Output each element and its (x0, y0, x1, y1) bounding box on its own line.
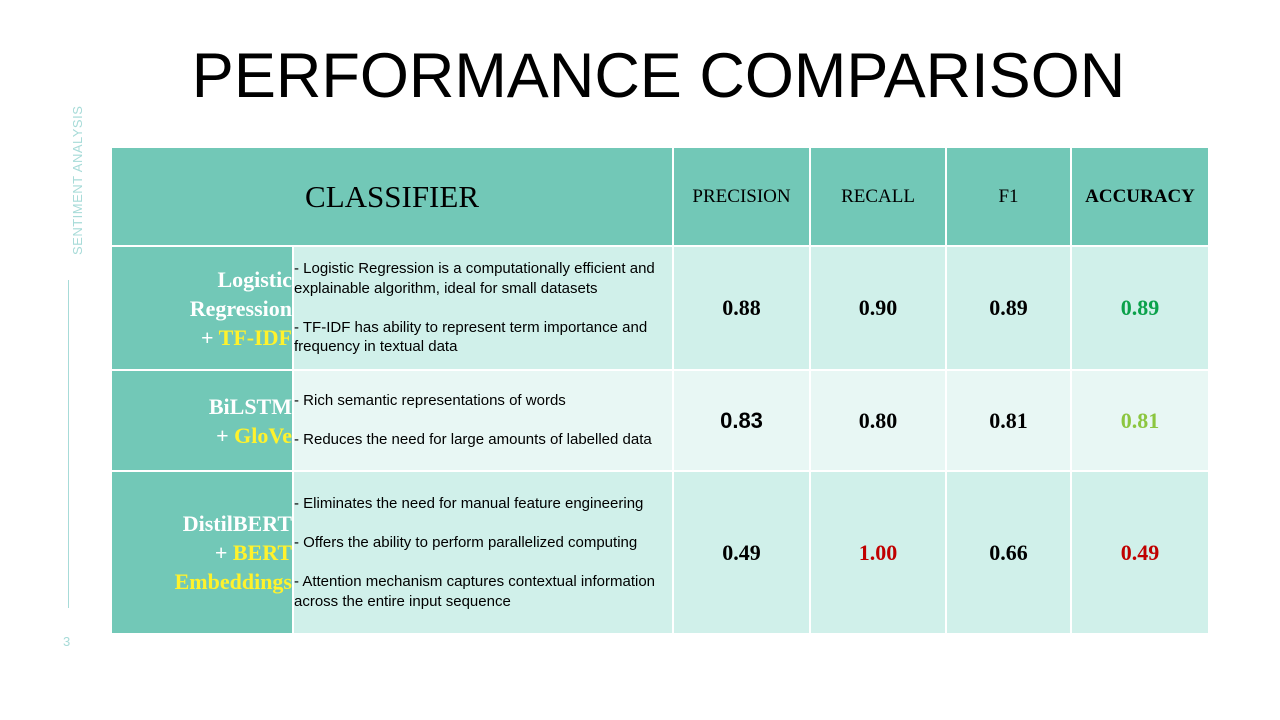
header-precision: PRECISION (672, 146, 812, 247)
description-point: - Logistic Regression is a computational… (294, 260, 655, 297)
classifier-name: BiLSTM + GloVe (110, 369, 294, 472)
page-number: 3 (63, 634, 71, 649)
embedding-name: TF-IDF (218, 324, 292, 350)
embedding-name: BERT (232, 540, 292, 565)
side-divider (68, 280, 69, 608)
embedding-name: GloVe (234, 422, 292, 448)
precision-value: 0.49 (672, 470, 812, 635)
precision-value: 0.83 (672, 369, 812, 472)
classifier-name-line: Logistic (217, 266, 292, 292)
classifier-plus: + (201, 324, 219, 350)
classifier-name-line: DistilBERT (182, 511, 292, 536)
classifier-description: - Rich semantic representations of words… (291, 369, 675, 472)
description-point: - Offers the ability to perform parallel… (294, 534, 638, 551)
classifier-name-line: BiLSTM (208, 393, 292, 419)
classifier-name-line: Regression (189, 295, 292, 321)
description-point: - TF-IDF has ability to represent term i… (294, 318, 648, 356)
side-label: SENTIMENT ANALYSIS (70, 105, 85, 255)
embedding-name: Embeddings (174, 569, 292, 594)
classifier-description: - Logistic Regression is a computational… (291, 245, 675, 371)
classifier-plus: + (214, 540, 233, 565)
recall-value: 0.80 (809, 369, 948, 472)
f1-value: 0.89 (945, 245, 1073, 371)
table-row: Logistic Regression + TF-IDF - Logistic … (110, 245, 1211, 371)
header-accuracy: ACCURACY (1070, 146, 1211, 247)
description-point: - Attention mechanism captures contextua… (294, 573, 656, 610)
table-row: DistilBERT + BERT Embeddings - Eliminate… (110, 470, 1211, 635)
classifier-description: - Eliminates the need for manual feature… (291, 470, 675, 635)
f1-value: 0.81 (945, 369, 1073, 472)
accuracy-value: 0.81 (1070, 369, 1211, 472)
recall-value: 0.90 (809, 245, 948, 371)
f1-value: 0.66 (945, 470, 1073, 635)
precision-value: 0.88 (672, 245, 812, 371)
header-f1: F1 (945, 146, 1073, 247)
table-row: BiLSTM + GloVe - Rich semantic represent… (110, 369, 1211, 472)
accuracy-value: 0.49 (1070, 470, 1211, 635)
header-recall: RECALL (809, 146, 948, 247)
accuracy-value: 0.89 (1070, 245, 1211, 371)
description-point: - Eliminates the need for manual feature… (294, 495, 644, 512)
classifier-plus: + (216, 422, 235, 448)
classifier-name: Logistic Regression + TF-IDF (110, 245, 294, 371)
classifier-name: DistilBERT + BERT Embeddings (110, 470, 294, 635)
header-classifier: CLASSIFIER (109, 146, 675, 247)
performance-table: CLASSIFIER PRECISION RECALL F1 ACCURACY … (109, 146, 1211, 635)
description-point: - Rich semantic representations of words (294, 392, 566, 410)
page-title: PERFORMANCE COMPARISON (191, 41, 1126, 111)
recall-value: 1.00 (809, 470, 948, 635)
header-row: CLASSIFIER PRECISION RECALL F1 ACCURACY (109, 146, 1211, 247)
description-point: - Reduces the need for large amounts of … (294, 431, 652, 449)
